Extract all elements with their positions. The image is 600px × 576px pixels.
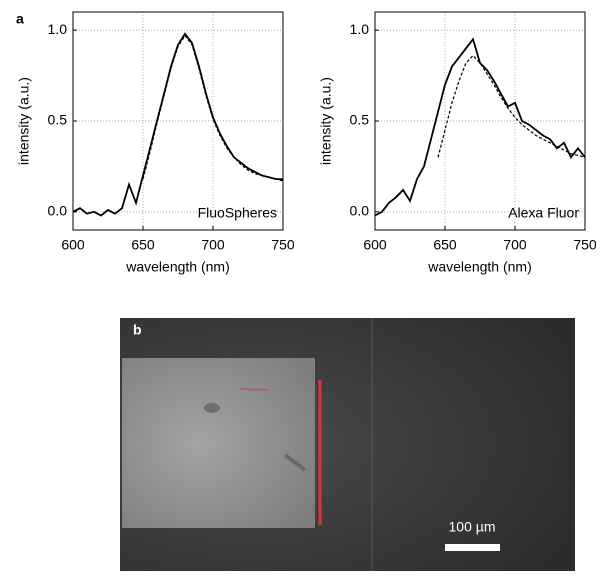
y-tick-label: 0.5 <box>48 112 68 128</box>
y-tick-label: 1.0 <box>350 21 370 37</box>
x-axis-label: wavelength (nm) <box>427 259 532 275</box>
annotation: FluoSpheres <box>198 205 277 221</box>
plot-frame <box>374 11 586 231</box>
panel-label: b <box>133 322 142 338</box>
x-tick-label: 650 <box>131 237 155 253</box>
x-tick-label: 700 <box>201 237 225 253</box>
red-mark <box>239 388 269 391</box>
series-line <box>142 34 284 182</box>
speck <box>204 403 220 413</box>
speck <box>283 453 307 472</box>
annotation: Alexa Fluor <box>508 205 579 221</box>
plot-frame <box>72 11 284 231</box>
scale-bar <box>445 544 500 551</box>
x-axis-label: wavelength (nm) <box>125 259 230 275</box>
y-tick-label: 0.5 <box>350 112 370 128</box>
y-axis-label: intensity (a.u.) <box>318 77 334 165</box>
x-tick-label: 600 <box>61 237 85 253</box>
y-tick-label: 0.0 <box>350 203 370 219</box>
series-line <box>437 54 586 158</box>
y-axis-label: intensity (a.u.) <box>16 77 32 165</box>
x-tick-label: 650 <box>433 237 457 253</box>
x-tick-label: 750 <box>271 237 295 253</box>
series-line <box>72 32 283 217</box>
bright-region <box>122 358 315 528</box>
x-tick-label: 750 <box>573 237 597 253</box>
scale-bar-label: 100 µm <box>449 519 496 535</box>
series-line <box>374 37 586 217</box>
x-tick-label: 700 <box>503 237 527 253</box>
micrograph: b 100 µm <box>120 318 575 571</box>
panel-label: a <box>16 11 24 27</box>
y-tick-label: 0.0 <box>48 203 68 219</box>
y-tick-label: 1.0 <box>48 21 68 37</box>
x-tick-label: 600 <box>363 237 387 253</box>
